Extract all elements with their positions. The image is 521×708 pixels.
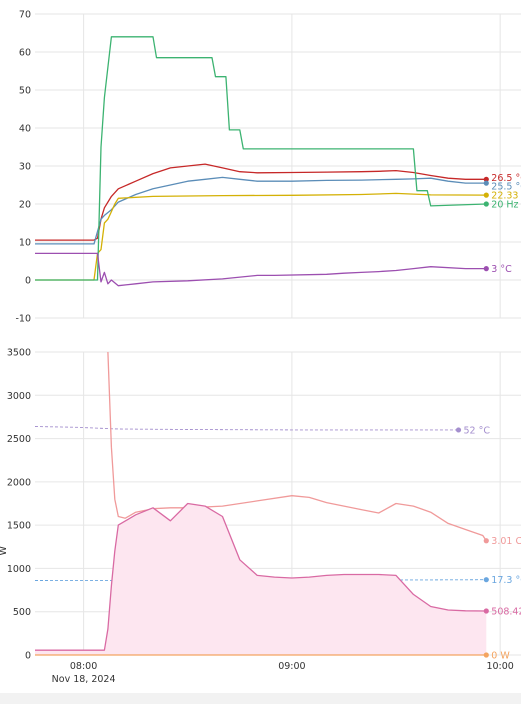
y-tick-label: -10: [15, 314, 31, 325]
y-tick-label: 2000: [7, 477, 31, 488]
y-tick-label: 2500: [7, 434, 31, 445]
y-tick-label: 0: [25, 651, 31, 662]
y-tick-label: 0: [25, 276, 31, 287]
y-tick-label: 500: [13, 607, 31, 618]
series-end-marker[interactable]: [483, 266, 489, 272]
chart-panel-1: -10 0 10 20 30 40 50 60 70 26.5 °C25.5 °C22.33 L/…: [15, 10, 521, 325]
series-end-marker[interactable]: [483, 176, 489, 182]
series-end-label: 52 °C: [464, 425, 491, 436]
series-line-3[interactable]: [35, 192, 487, 281]
series-end-marker[interactable]: [483, 652, 489, 658]
series-end-label: 26.5 °C: [491, 173, 521, 184]
series-end-label: 20 Hz: [491, 200, 518, 211]
series-end-marker[interactable]: [483, 201, 489, 207]
y-tick-label: 3500: [7, 348, 31, 359]
series-area-4: [35, 503, 487, 655]
series-line-5[interactable]: [35, 252, 487, 287]
series-end-label: 3.01 COP: [491, 536, 521, 547]
series-line-4[interactable]: [35, 36, 487, 281]
series-end-label: 17.3 °C: [491, 575, 521, 586]
series-end-marker[interactable]: [483, 538, 489, 544]
y-tick-label: 3000: [7, 391, 31, 402]
y-tick-label: 10: [19, 238, 31, 249]
series-end-marker[interactable]: [455, 427, 462, 433]
series-line-1[interactable]: [34, 426, 459, 431]
x-tick-date-label: Nov 18, 2024: [52, 674, 116, 685]
series-end-marker[interactable]: [483, 180, 489, 186]
y-tick-label: 1500: [7, 521, 31, 532]
series-line-4[interactable]: [35, 502, 487, 651]
series-end-marker[interactable]: [483, 192, 489, 198]
footer-bar: [0, 693, 521, 704]
y-tick-label: 1000: [7, 564, 31, 575]
series-end-label: 22.33 L/min: [491, 191, 521, 202]
y-tick-label: 60: [19, 48, 31, 59]
series-line-1[interactable]: [35, 163, 487, 241]
y-tick-label: 70: [19, 10, 31, 21]
y-axis-label: W: [0, 546, 9, 556]
x-tick-label: 09:00: [278, 661, 305, 672]
x-tick-label: 10:00: [486, 661, 513, 672]
series-end-label: 25.5 °C: [491, 182, 521, 193]
series-end-label: 0 W: [491, 651, 510, 662]
y-tick-label: 30: [19, 162, 31, 173]
y-tick-label: 20: [19, 200, 31, 211]
x-tick-label: 08:00: [70, 661, 97, 672]
series-end-marker[interactable]: [483, 577, 489, 583]
chart-panel-2: 0 500 1000 1500 2000 2500 3000 3500 W 08:00 Nov 18…: [0, 348, 521, 685]
series-end-label: 508.42 W: [491, 606, 521, 617]
y-tick-label: 40: [19, 124, 31, 135]
y-tick-label: 50: [19, 86, 31, 97]
series-line-2[interactable]: [35, 176, 487, 245]
series-line-2[interactable]: [107, 351, 487, 542]
series-end-marker[interactable]: [483, 608, 489, 614]
series-end-label: 3 °C: [491, 264, 512, 275]
